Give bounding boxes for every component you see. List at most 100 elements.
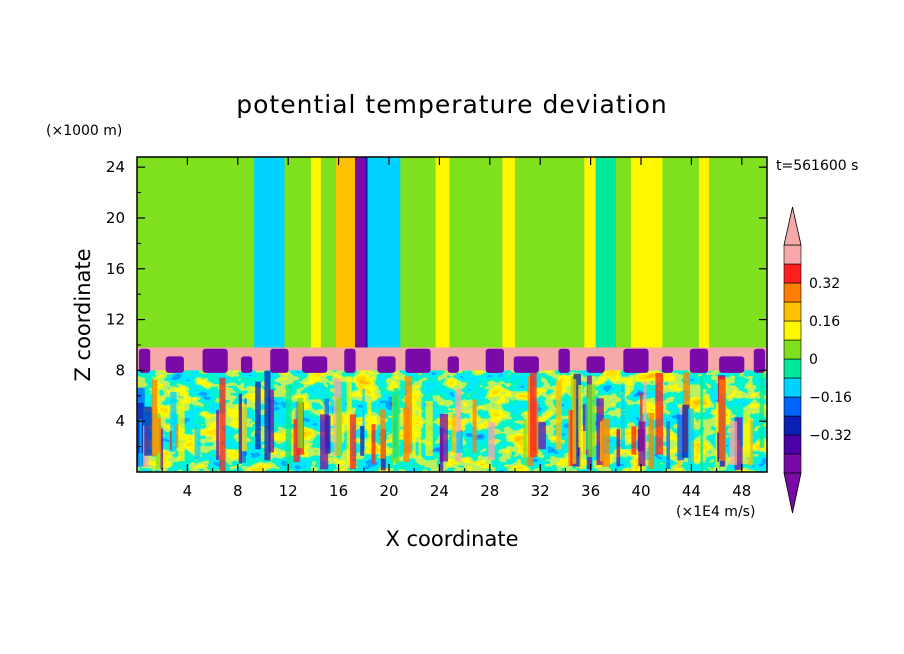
field-eddy: [719, 379, 726, 461]
field-eddy: [601, 418, 610, 467]
x-axis: 4 8 12 16 20 24 28 32 36 40 44 48: [161, 157, 751, 500]
field-eddy: [682, 404, 690, 458]
field-blob: [447, 356, 459, 373]
colorbar-segment: [783, 320, 802, 341]
field-eddy: [530, 372, 537, 458]
field-blob: [513, 356, 539, 373]
field-blob: [623, 348, 649, 373]
field-eddy: [439, 427, 444, 471]
y-tick-label: 12: [106, 311, 125, 329]
field-eddy: [439, 413, 448, 462]
field-eddy: [371, 424, 376, 464]
field-eddy: [556, 380, 562, 450]
field-eddy: [255, 381, 261, 450]
field-eddy: [169, 431, 172, 450]
field-eddy: [404, 376, 413, 454]
field-column: [149, 157, 175, 348]
field-eddy: [643, 381, 647, 460]
x-tick-label: 16: [329, 482, 348, 500]
field-eddy: [616, 429, 621, 466]
field-eddy: [178, 399, 185, 462]
field-column: [336, 157, 357, 348]
field-eddy: [264, 370, 271, 461]
plot-frame: [136, 156, 768, 473]
field-column: [254, 157, 285, 348]
field-eddy: [655, 372, 664, 455]
field-eddy: [573, 373, 582, 467]
field-eddy: [715, 402, 719, 469]
field-eddy: [734, 417, 743, 471]
field-column: [538, 157, 567, 348]
field-column: [435, 157, 454, 348]
field-column: [449, 157, 480, 348]
field-eddy: [743, 423, 750, 452]
x-tick-label: 24: [430, 482, 449, 500]
x-unit-label: (×1E4 m/s): [676, 504, 755, 520]
colorbar-segment: [783, 282, 802, 303]
field-eddy: [451, 415, 456, 453]
field-column: [215, 157, 236, 348]
x-tick-label: 48: [732, 482, 751, 500]
field-eddy: [194, 427, 201, 461]
colorbar-extend-top: [783, 206, 802, 246]
field-eddy: [360, 425, 365, 456]
colorbar-segment: [783, 415, 802, 436]
field-eddy: [151, 379, 158, 457]
colorbar-extend-bottom: [783, 472, 802, 514]
field-eddy: [717, 432, 720, 462]
field-eddy: [688, 408, 694, 464]
field-blob: [165, 356, 184, 373]
field-column: [411, 157, 432, 348]
x-tick-label: 8: [233, 482, 243, 500]
colorbar-label: 0.16: [809, 314, 840, 330]
x-tick-label: 4: [183, 482, 193, 500]
field-eddy: [418, 398, 422, 459]
field-column: [502, 157, 515, 348]
field-blob: [405, 348, 431, 373]
y-tick-label: 20: [106, 209, 125, 227]
field-blob: [753, 348, 766, 373]
field-column: [649, 157, 663, 348]
field-eddy: [175, 424, 179, 448]
field-eddy: [472, 399, 477, 453]
plot-area: [137, 157, 767, 472]
field-eddy: [170, 392, 177, 452]
colorbar-segment: [783, 301, 802, 322]
field-eddy: [456, 432, 463, 453]
field-blob: [661, 356, 674, 373]
colorbar-segment: [783, 358, 802, 379]
x-tick-label: 12: [279, 482, 298, 500]
field-eddy: [362, 388, 365, 450]
field-eddy: [648, 412, 655, 469]
field-eddy: [285, 384, 292, 471]
field-eddy: [538, 421, 546, 450]
field-blob: [302, 356, 328, 373]
y-tick-label: 24: [106, 158, 125, 176]
y-tick-label: 16: [106, 260, 125, 278]
field-eddy: [380, 409, 386, 459]
field-eddy: [578, 384, 583, 448]
field-column: [310, 157, 321, 348]
field-eddy: [216, 410, 220, 460]
field-blob: [202, 348, 228, 373]
x-tick-label: 40: [631, 482, 650, 500]
field-eddy: [425, 401, 433, 456]
field-eddy: [599, 421, 604, 462]
field-eddy: [587, 384, 596, 458]
field-eddy: [523, 419, 527, 466]
field-column: [595, 157, 616, 348]
colorbar-segment: [783, 377, 802, 398]
field-blob: [270, 348, 289, 373]
colorbar-label: 0.32: [809, 276, 840, 292]
field-blob: [240, 356, 253, 373]
colorbar: 0.32 0.16 0 −0.16 −0.32: [783, 206, 852, 514]
y-unit-label: (×1000 m): [46, 123, 122, 139]
field-column: [584, 157, 597, 348]
field-blob: [485, 348, 504, 373]
field-eddy: [349, 414, 357, 470]
y-tick-label: 4: [115, 412, 125, 430]
field-eddy: [320, 414, 329, 470]
x-tick-label: 36: [581, 482, 600, 500]
field-eddy: [139, 419, 142, 470]
